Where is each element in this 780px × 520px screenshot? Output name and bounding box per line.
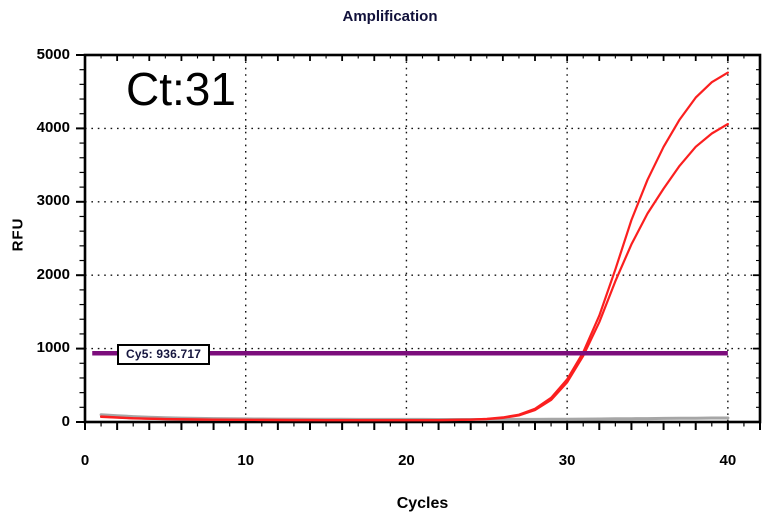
y-tick-label: 1000: [36, 339, 70, 357]
plot-border: [83, 53, 762, 424]
gridlines: [85, 55, 760, 422]
curve-sample-red-lower: [100, 122, 729, 422]
x-tick-label: 0: [80, 452, 90, 469]
x-tick-label: 30: [558, 452, 576, 469]
threshold-label: Cy5: 936.717: [117, 344, 211, 365]
x-tick-label: 40: [719, 452, 737, 469]
y-tick-label: 3000: [36, 192, 70, 210]
x-tick-label: 10: [237, 452, 255, 469]
y-tick-label: 4000: [36, 118, 70, 136]
chart-title: Amplification: [342, 8, 438, 25]
y-tick-label: 0: [61, 412, 70, 430]
curve-sample-red-upper: [100, 71, 729, 422]
y-tick-label: 2000: [36, 265, 70, 283]
axis-ticks: [76, 54, 761, 430]
x-tick-label: 20: [398, 452, 415, 469]
x-axis-label: Cycles: [396, 495, 449, 512]
ct-annotation: Ct:31: [126, 63, 236, 115]
y-tick-label: 5000: [36, 45, 70, 63]
